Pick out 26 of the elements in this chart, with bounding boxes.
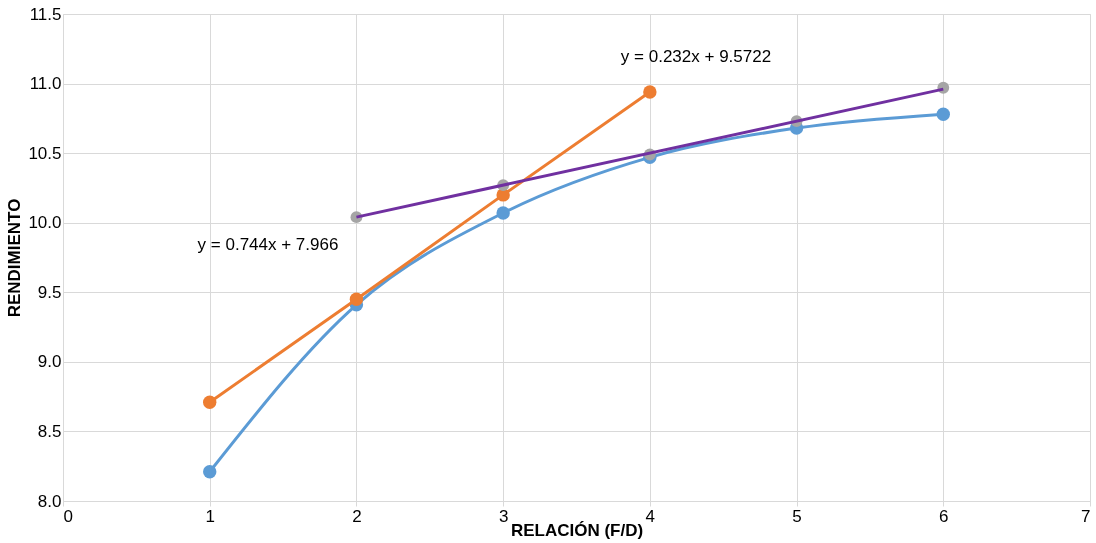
x-tick-label: 7 [1081,506,1091,526]
y-tick-label: 8.5 [37,421,62,441]
x-tick-label: 3 [498,506,509,526]
x-tick-label: 1 [205,506,215,526]
y-tick-label: 11.5 [29,4,62,24]
annotation: y = 0.744x + 7.966 [197,235,339,254]
point [936,107,950,121]
y-tick-label: 10.0 [28,213,62,233]
point [496,206,510,220]
annotation: y = 0.232x + 9.5722 [620,47,772,66]
x-tick-label: 6 [939,506,949,526]
y-tick-label: 11.0 [29,74,62,94]
y-axis-title: RENDIMIENTO [5,198,25,318]
y-tick-label: 9.5 [37,282,62,302]
y-tick-label: 10.5 [28,143,62,163]
point [643,85,657,99]
y-tick-label: 9.0 [37,352,62,372]
x-tick-label: 4 [645,506,656,526]
y-tick-label: 8.0 [37,491,62,511]
x-tick-label: 0 [63,506,73,526]
x-tick-label: 2 [352,506,362,526]
point [349,292,364,306]
point [203,465,217,479]
x-axis-title: RELACIÓN (F/D) [510,520,644,540]
x-tick-label: 5 [792,506,802,526]
point [203,395,217,409]
